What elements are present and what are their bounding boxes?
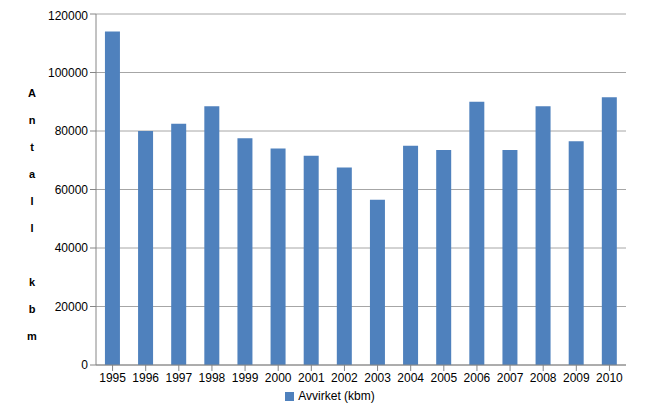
html-text:Avvirket (kbm): Avvirket (kbm)	[298, 389, 375, 403]
svg-text:2009: 2009	[563, 371, 590, 385]
svg-text:2006: 2006	[464, 371, 491, 385]
svg-text:80000: 80000	[55, 124, 89, 138]
svg-text:60000: 60000	[55, 183, 89, 197]
svg-text:1996: 1996	[132, 371, 159, 385]
svg-text:2003: 2003	[364, 371, 391, 385]
svg-text:2004: 2004	[397, 371, 424, 385]
svg-text:1998: 1998	[199, 371, 226, 385]
html-text:a: a	[28, 168, 36, 180]
svg-text:2002: 2002	[331, 371, 358, 385]
svg-text:1999: 1999	[232, 371, 259, 385]
svg-text:2008: 2008	[530, 371, 557, 385]
svg-text:40000: 40000	[55, 241, 89, 255]
html-text:b: b	[28, 303, 36, 315]
svg-text:1997: 1997	[165, 371, 192, 385]
svg-text:2005: 2005	[430, 371, 457, 385]
html-text:m: m	[27, 330, 37, 342]
svg-text:2007: 2007	[497, 371, 524, 385]
svg-text:2010: 2010	[596, 371, 623, 385]
html-text:k: k	[28, 276, 36, 288]
svg-text:2001: 2001	[298, 371, 325, 385]
svg-text:100000: 100000	[48, 66, 88, 80]
html-text:n: n	[28, 114, 36, 126]
svg-text:2000: 2000	[265, 371, 292, 385]
svg-text:120000: 120000	[48, 9, 88, 23]
html-text:l: l	[30, 222, 34, 234]
html-text:l: l	[30, 195, 34, 207]
svg-text:0: 0	[81, 358, 88, 372]
html-text:t: t	[30, 141, 34, 153]
svg-text:20000: 20000	[55, 300, 89, 314]
html-text:A: A	[28, 87, 36, 99]
svg-text:1995: 1995	[99, 371, 126, 385]
